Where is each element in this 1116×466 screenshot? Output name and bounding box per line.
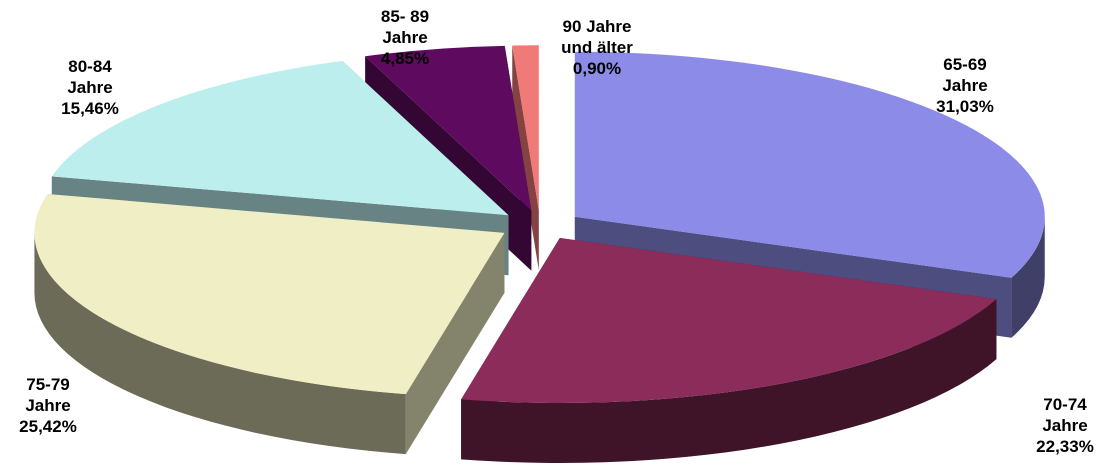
slice: [34, 193, 505, 455]
label-line: Jahre: [942, 76, 987, 95]
label-line: 75-79: [26, 375, 69, 394]
label-line: Jahre: [382, 28, 427, 47]
data-label: 65-69 Jahre 31,03%: [936, 55, 994, 116]
slice-side: [34, 232, 406, 455]
slice-top: [574, 51, 1045, 278]
label-line: Jahre: [1042, 416, 1087, 435]
slice-top: [34, 193, 505, 395]
value-label: 25,42%: [19, 417, 77, 436]
label-line: 90 Jahre: [563, 17, 632, 36]
value-label: 22,33%: [1036, 437, 1094, 456]
slice-wall: [512, 45, 539, 271]
slice-side: [1011, 216, 1045, 338]
value-label: 15,46%: [61, 99, 119, 118]
label-line: Jahre: [67, 78, 112, 97]
label-line: Jahre: [25, 396, 70, 415]
slice-top: [365, 45, 532, 211]
value-label: 31,03%: [936, 97, 994, 116]
data-label: 80-84 Jahre 15,46%: [61, 57, 119, 118]
slice-top: [512, 45, 539, 211]
value-label: 0,90%: [573, 59, 621, 78]
slice-top: [461, 238, 997, 404]
label-line: 80-84: [68, 57, 112, 76]
data-label: 90 Jahre und älter 0,90%: [561, 17, 633, 78]
label-line: 65-69: [943, 55, 986, 74]
data-label: 70-74 Jahre 22,33%: [1036, 395, 1094, 456]
slice-side: [461, 299, 997, 464]
data-label: 85- 89 Jahre 4,85%: [381, 7, 429, 68]
label-line: und älter: [561, 38, 633, 57]
slice: [512, 45, 539, 271]
value-label: 4,85%: [381, 49, 429, 68]
data-label: 75-79 Jahre 25,42%: [19, 375, 77, 436]
label-line: 85- 89: [381, 7, 429, 26]
label-line: 70-74: [1043, 395, 1087, 414]
slice: [461, 238, 997, 464]
slice-top: [51, 60, 509, 216]
